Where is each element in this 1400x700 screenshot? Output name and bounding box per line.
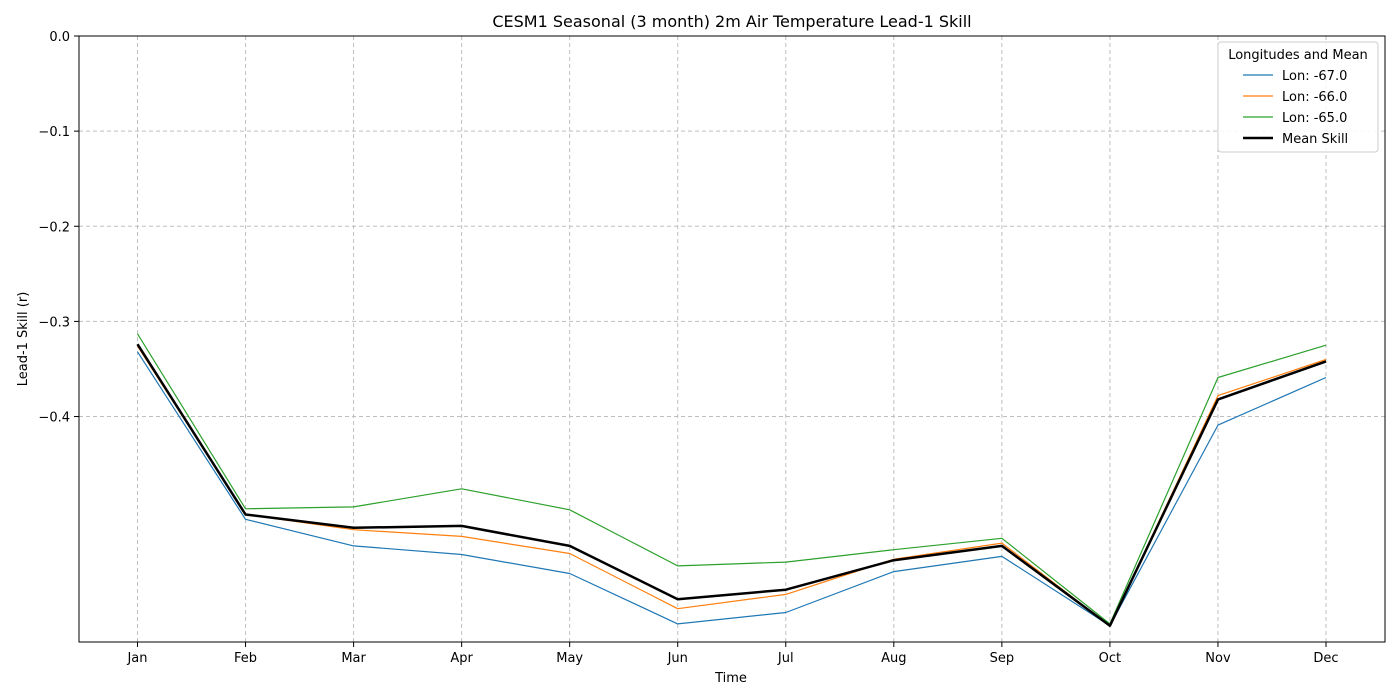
legend-label-lon-67-0: Lon: -67.0 (1282, 69, 1347, 84)
x-axis: Jan Feb Mar Apr May Jun Jul Aug Sep Oct Nov Dec (126, 642, 1339, 666)
grid-layer (79, 35, 1385, 642)
y-axis: 0.0 −0.1 −0.2 −0.3 −0.4 (38, 30, 79, 426)
series-line-lon-65-0 (136, 333, 1327, 625)
y-tick-label: −0.4 (38, 411, 70, 426)
plot-frame (78, 35, 1386, 643)
y-tick-label: −0.1 (38, 125, 70, 140)
y-axis-label: Lead-1 Skill (r) (16, 292, 31, 387)
legend-title: Longitudes and Mean (1228, 48, 1368, 63)
x-tick-label: Jul (777, 651, 794, 666)
x-tick-label: Jan (126, 651, 147, 666)
legend-box (1217, 41, 1379, 153)
x-tick-label: Jun (667, 651, 688, 666)
x-tick-label: Sep (990, 651, 1015, 666)
chart-title: CESM1 Seasonal (3 month) 2m Air Temperat… (492, 12, 971, 31)
x-tick-label: Feb (234, 651, 257, 666)
series-line-lon-67-0 (136, 351, 1327, 627)
x-tick-label: Aug (881, 651, 906, 666)
x-tick-label: Nov (1205, 651, 1231, 666)
y-tick-label: −0.2 (38, 220, 70, 235)
x-tick-label: Apr (450, 651, 473, 666)
legend-label-mean-skill: Mean Skill (1282, 132, 1348, 147)
x-tick-label: Mar (341, 651, 366, 666)
x-tick-label: May (556, 651, 583, 666)
legend-label-lon-66-0: Lon: -66.0 (1282, 90, 1347, 105)
legend-entries: Lon: -67.0 Lon: -66.0 Lon: -65.0 Mean Skill (1243, 69, 1348, 147)
y-tick-label: −0.3 (38, 315, 70, 330)
series-line-mean-skill (136, 343, 1327, 628)
legend: Longitudes and Mean Lon: -67.0 Lon: -66.0… (1217, 41, 1379, 153)
series-layer (136, 333, 1327, 628)
y-tick-label: 0.0 (49, 30, 70, 45)
x-tick-label: Oct (1099, 651, 1121, 666)
x-tick-label: Dec (1313, 651, 1338, 666)
x-axis-label: Time (714, 671, 747, 686)
series-line-lon-66-0 (136, 345, 1327, 627)
legend-label-lon-65-0: Lon: -65.0 (1282, 111, 1347, 126)
